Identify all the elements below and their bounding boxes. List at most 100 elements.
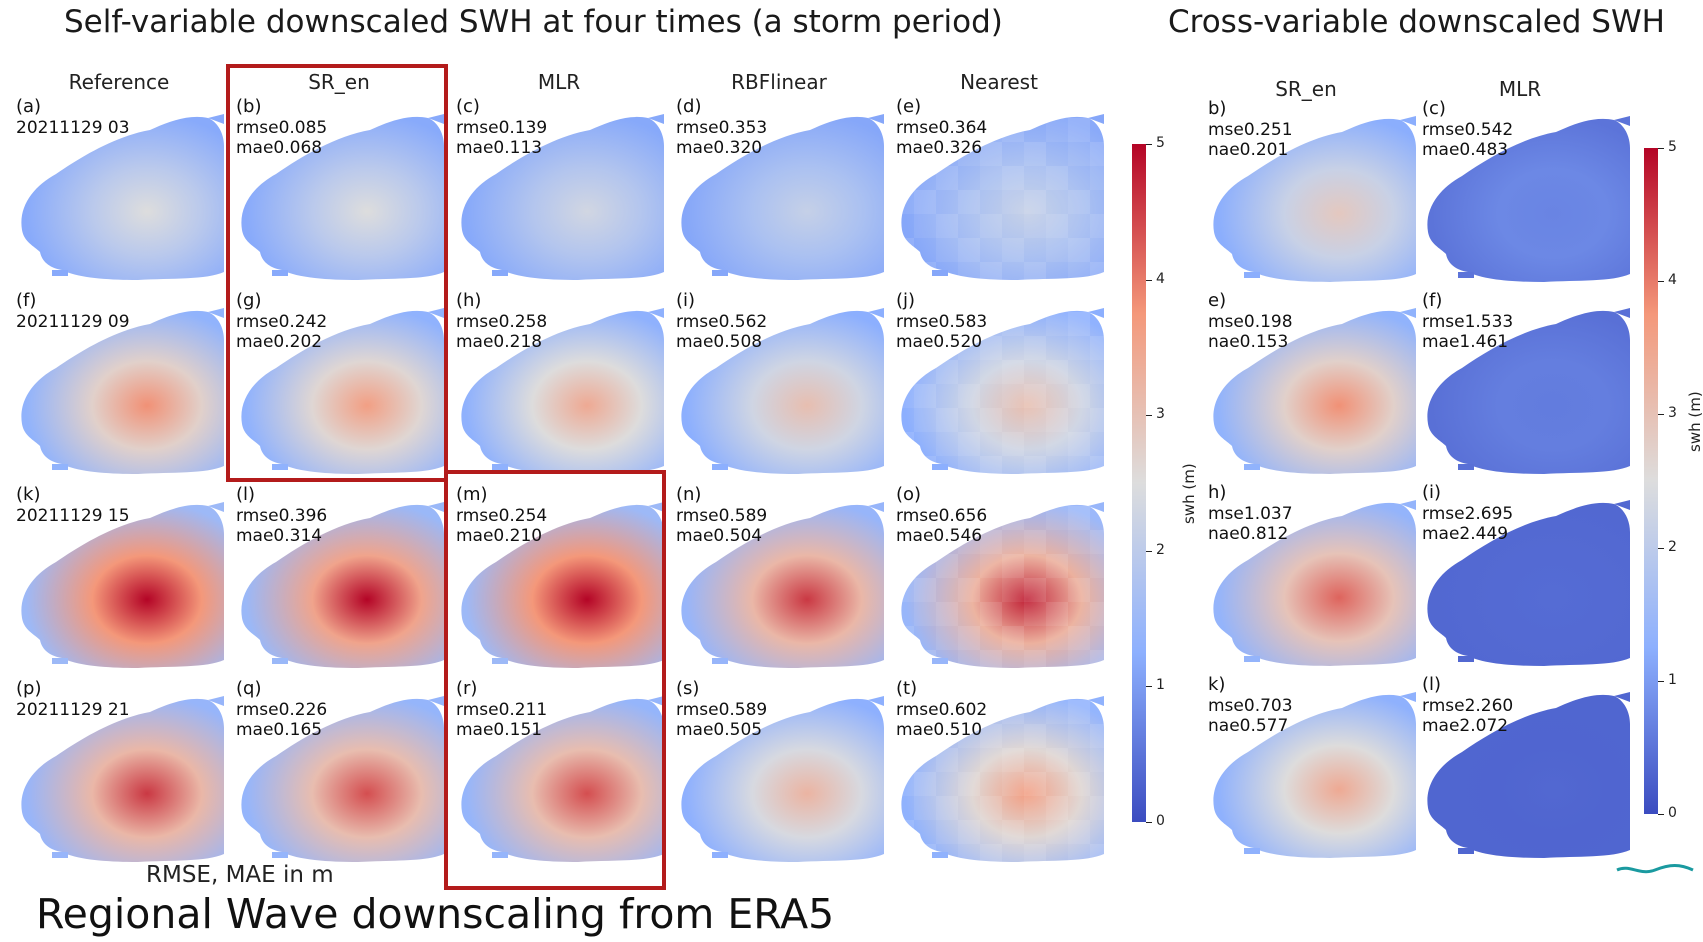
right-figure-title: Cross-variable downscaled SWH (1168, 4, 1665, 40)
lake-map (901, 308, 1105, 475)
panel-metric-primary: rmse0.583 (896, 312, 988, 332)
units-note: RMSE, MAE in m (146, 862, 334, 888)
panel-label: (g) (236, 290, 262, 311)
map-panel: k) mse0.703 nae0.577 (1204, 672, 1420, 862)
map-panel: (f) rmse1.533 mae1.461 (1418, 288, 1634, 478)
column-header-mlr: MLR (537, 70, 581, 94)
panel-metric-primary: rmse0.364 (896, 118, 988, 138)
lake-map (1213, 692, 1416, 858)
colorbar-tick-label: 2 (1668, 538, 1677, 555)
colorbar-tick-label: 0 (1668, 805, 1677, 821)
panel-label: (c) (456, 96, 480, 117)
left-figure-title: Self-variable downscaled SWH at four tim… (64, 4, 1003, 40)
lake-map (1213, 116, 1416, 282)
panel-metric-secondary: mae0.505 (676, 720, 763, 740)
map-panel: (h) rmse0.258 mae0.218 (452, 288, 668, 478)
colorbar-tick-label: 3 (1668, 405, 1677, 422)
map-panel: (j) rmse0.583 mae0.520 (892, 288, 1108, 478)
lake-map (461, 114, 664, 280)
colorbar-tick-mark (1146, 144, 1152, 145)
panel-metric-primary: rmse0.396 (236, 506, 328, 526)
panel-metric-primary: rmse0.562 (676, 312, 768, 332)
lake-map (1213, 500, 1416, 666)
panel-metric-primary: 20211129 09 (16, 312, 130, 332)
lake-map (681, 696, 884, 862)
panel-label: (q) (236, 678, 262, 699)
panel-label: (l) (1422, 674, 1442, 695)
column-header-rbflinear: RBFlinear (731, 70, 827, 94)
map-panel: (r) rmse0.211 mae0.151 (452, 676, 668, 866)
map-panel: (g) rmse0.242 mae0.202 (232, 288, 448, 478)
panel-metric-secondary: nae0.577 (1208, 716, 1289, 736)
panel-label: (d) (676, 96, 702, 117)
decorative-squiggle (1616, 864, 1694, 874)
lake-map (1427, 116, 1630, 282)
lake-map (461, 502, 664, 668)
panel-metric-primary: rmse0.589 (676, 506, 768, 526)
panel-metric-secondary: mae0.508 (676, 332, 763, 352)
panel-metric-primary: mse0.703 (1208, 696, 1293, 716)
colorbar-tick-mark (1146, 550, 1152, 552)
map-panel: (o) rmse0.656 mae0.546 (892, 482, 1108, 672)
panel-metric-primary: 20211129 15 (16, 506, 130, 526)
panel-metric-primary: rmse0.542 (1422, 120, 1514, 140)
panel-metric-primary: rmse0.211 (456, 700, 548, 720)
map-panel: h) mse1.037 nae0.812 (1204, 480, 1420, 670)
panel-label: (f) (1422, 290, 1443, 311)
map-panel: (i) rmse0.562 mae0.508 (672, 288, 888, 478)
colorbar-tick-mark (1658, 680, 1664, 682)
panel-metric-primary: rmse0.602 (896, 700, 988, 720)
panel-label: b) (1208, 98, 1227, 119)
panel-metric-secondary: mae2.072 (1422, 716, 1509, 736)
panel-label: (f) (16, 290, 37, 311)
panel-metric-primary: rmse0.589 (676, 700, 768, 720)
panel-label: e) (1208, 290, 1227, 311)
lake-map (21, 696, 224, 862)
colorbar-label-right: swh (m) (1686, 391, 1703, 452)
panel-metric-secondary: mae1.461 (1422, 332, 1509, 352)
panel-label: (m) (456, 484, 488, 505)
lake-map (1427, 308, 1630, 474)
lake-map (21, 308, 224, 474)
colorbar-tick-mark (1658, 281, 1664, 283)
panel-label: (r) (456, 678, 478, 699)
colorbar-tick-label: 3 (1156, 406, 1165, 423)
panel-metric-secondary: mae0.314 (236, 526, 323, 546)
colorbar-tick-label: 0 (1156, 813, 1165, 829)
panel-label: k) (1208, 674, 1226, 695)
panel-label: (n) (676, 484, 702, 505)
panel-label: (o) (896, 484, 922, 505)
panel-metric-primary: rmse2.260 (1422, 696, 1514, 716)
right-column-header-mlr: MLR (1498, 77, 1542, 101)
map-panel: (a) 20211129 03 (12, 94, 228, 284)
lake-map (1213, 308, 1416, 474)
panel-metric-secondary: mae0.320 (676, 138, 763, 158)
column-header-nearest: Nearest (960, 70, 1038, 94)
panel-metric-secondary: mae0.218 (456, 332, 543, 352)
map-panel: (i) rmse2.695 mae2.449 (1418, 480, 1634, 670)
panel-metric-primary: 20211129 03 (16, 118, 130, 138)
panel-metric-secondary: mae0.210 (456, 526, 543, 546)
panel-metric-secondary: nae0.201 (1208, 140, 1289, 160)
map-panel: (q) rmse0.226 mae0.165 (232, 676, 448, 866)
panel-metric-secondary: mae0.165 (236, 720, 323, 740)
panel-label: (h) (456, 290, 482, 311)
right-column-header-sr-en: SR_en (1275, 77, 1337, 101)
colorbar-tick-mark (1658, 148, 1664, 149)
highlight-box-mlr (444, 470, 666, 890)
panel-metric-primary: rmse1.533 (1422, 312, 1514, 332)
panel-metric-primary: rmse0.085 (236, 118, 328, 138)
panel-metric-secondary: mae0.068 (236, 138, 323, 158)
panel-label: (c) (1422, 98, 1446, 119)
panel-metric-secondary: mae0.151 (456, 720, 543, 740)
map-panel: (p) 20211129 21 (12, 676, 228, 866)
panel-metric-primary: rmse0.258 (456, 312, 548, 332)
map-panel: b) mse0.251 nae0.201 (1204, 96, 1420, 286)
lake-map (461, 696, 664, 862)
lake-map (21, 502, 224, 668)
lake-map (241, 114, 444, 280)
panel-metric-primary: mse0.251 (1208, 120, 1293, 140)
panel-label: (k) (16, 484, 41, 505)
lake-map (901, 114, 1105, 281)
map-panel: (t) rmse0.602 mae0.510 (892, 676, 1108, 866)
